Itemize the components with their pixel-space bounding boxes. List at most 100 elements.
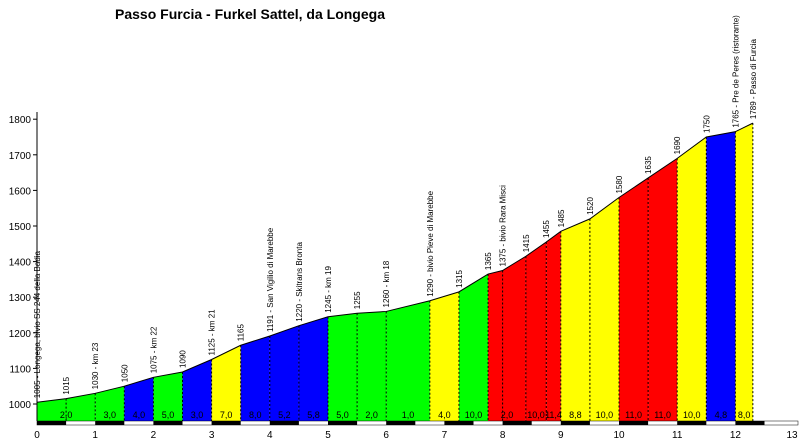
gradient-label: 5,2 — [278, 410, 291, 420]
waypoint-label: 1290 - bivio Pieve di Marebbe — [426, 190, 435, 296]
y-tick-label: 1600 — [9, 186, 32, 197]
gradient-segment — [546, 231, 561, 421]
x-axis-band — [95, 421, 125, 425]
gradient-label: 11,0 — [625, 410, 642, 420]
x-tick-label: 4 — [267, 430, 273, 440]
waypoint-label: 1075 - km 22 — [149, 326, 158, 373]
x-tick-label: 9 — [558, 430, 564, 440]
gradient-label: 10,0 — [596, 410, 614, 420]
gradient-label: 3,0 — [103, 410, 116, 420]
y-tick-label: 1800 — [9, 115, 32, 126]
waypoint-label: 1165 — [237, 324, 246, 342]
x-axis-band — [386, 421, 416, 425]
y-tick-label: 1700 — [9, 151, 32, 162]
waypoint-label: 1690 — [673, 136, 682, 154]
waypoint-label: 1191 - San Vigilio di Marebbe — [266, 227, 275, 332]
gradient-segment — [525, 242, 547, 421]
chart-title: Passo Furcia - Furkel Sattel, da Longega — [115, 6, 385, 22]
waypoint-label: 1015 — [62, 376, 71, 394]
x-tick-label: 12 — [730, 430, 742, 440]
waypoint-label: 1455 — [542, 220, 551, 238]
gradient-label: 10,0 — [683, 410, 701, 420]
gradient-segment — [429, 291, 459, 421]
gradient-segment — [589, 197, 619, 421]
gradient-segment — [706, 131, 736, 421]
x-axis-band — [677, 421, 707, 425]
x-tick-label: 1 — [92, 430, 98, 440]
gradient-segment — [677, 137, 707, 421]
waypoint-label: 1750 — [702, 115, 711, 133]
x-axis-band — [560, 421, 590, 425]
x-tick-label: 10 — [613, 430, 625, 440]
gradient-segment — [153, 371, 183, 421]
x-axis-band — [269, 421, 299, 425]
x-axis-band — [619, 421, 649, 425]
gradient-segment — [735, 123, 753, 421]
gradient-label: 8,8 — [569, 410, 582, 420]
gradient-segment — [211, 345, 241, 421]
gradient-segment — [357, 311, 387, 421]
gradient-label: 10,0 — [527, 410, 545, 420]
waypoint-label: 1520 — [586, 197, 595, 215]
x-tick-label: 3 — [209, 430, 215, 440]
gradient-segment — [298, 316, 328, 421]
x-tick-label: 6 — [383, 430, 389, 440]
gradient-label: 7,0 — [220, 410, 233, 420]
gradient-segment — [560, 218, 590, 421]
waypoint-label: 1635 — [644, 156, 653, 174]
gradient-label: 4,8 — [715, 410, 728, 420]
x-tick-label: 0 — [34, 430, 40, 440]
x-tick-label: 8 — [500, 430, 506, 440]
waypoint-label: 1375 - bivio Rara Misci — [499, 185, 508, 267]
gradient-label: 5,8 — [307, 410, 320, 420]
waypoint-label: 1220 - Skitrans Bronta — [295, 242, 304, 322]
gradient-label: 2,0 — [365, 410, 378, 420]
gradient-segment — [124, 377, 154, 421]
x-axis-band — [153, 421, 183, 425]
x-axis-band — [211, 421, 241, 425]
y-tick-label: 1300 — [9, 293, 32, 304]
gradient-segment — [269, 325, 299, 421]
x-tick-label: 5 — [325, 430, 331, 440]
gradient-segment — [240, 336, 270, 421]
waypoint-label: 1580 — [615, 175, 624, 193]
gradient-label: 10,0 — [465, 410, 483, 420]
waypoint-label: 1245 - km 19 — [324, 266, 333, 313]
x-axis-band — [328, 421, 358, 425]
waypoint-label: 1365 — [484, 252, 493, 270]
waypoint-label: 1005 - Longega, bivio SS 244 della Badia — [33, 250, 42, 398]
x-axis-band — [37, 421, 67, 425]
gradient-label: 8,0 — [249, 410, 262, 420]
profile-line — [36, 122, 754, 403]
x-axis-band — [502, 421, 532, 425]
gradient-label: 2,0 — [60, 410, 73, 420]
waypoint-label: 1090 — [179, 350, 188, 368]
x-axis-band — [735, 421, 765, 425]
gradient-segment — [95, 386, 125, 421]
y-tick-label: 1100 — [9, 364, 31, 375]
waypoint-label: 1030 - km 23 — [91, 342, 100, 389]
gradient-label: 4,0 — [438, 410, 451, 420]
waypoint-label: 1485 — [557, 209, 566, 227]
x-tick-label: 13 — [786, 430, 798, 440]
gradient-label: 8,0 — [738, 410, 751, 420]
x-tick-label: 7 — [442, 430, 448, 440]
waypoint-label: 1125 - km 21 — [208, 309, 217, 356]
waypoint-label: 1050 — [120, 364, 129, 382]
x-tick-label: 2 — [151, 430, 157, 440]
waypoint-label: 1255 — [353, 291, 362, 309]
gradient-label: 2,0 — [501, 410, 514, 420]
gradient-label: 3,0 — [191, 410, 204, 420]
x-axis-band — [444, 421, 474, 425]
waypoint-label: 1315 — [455, 270, 464, 288]
gradient-segment — [458, 274, 489, 421]
x-tick-label: 11 — [672, 430, 683, 440]
gradient-segment — [619, 177, 649, 421]
gradient-segment — [488, 256, 526, 421]
gradient-label: 5,0 — [162, 410, 175, 420]
gradient-segment — [182, 359, 212, 421]
gradient-segment — [328, 313, 358, 421]
waypoint-label: 1765 - Pre de Peres (ristorante) — [731, 15, 740, 128]
gradient-segment — [648, 158, 678, 422]
